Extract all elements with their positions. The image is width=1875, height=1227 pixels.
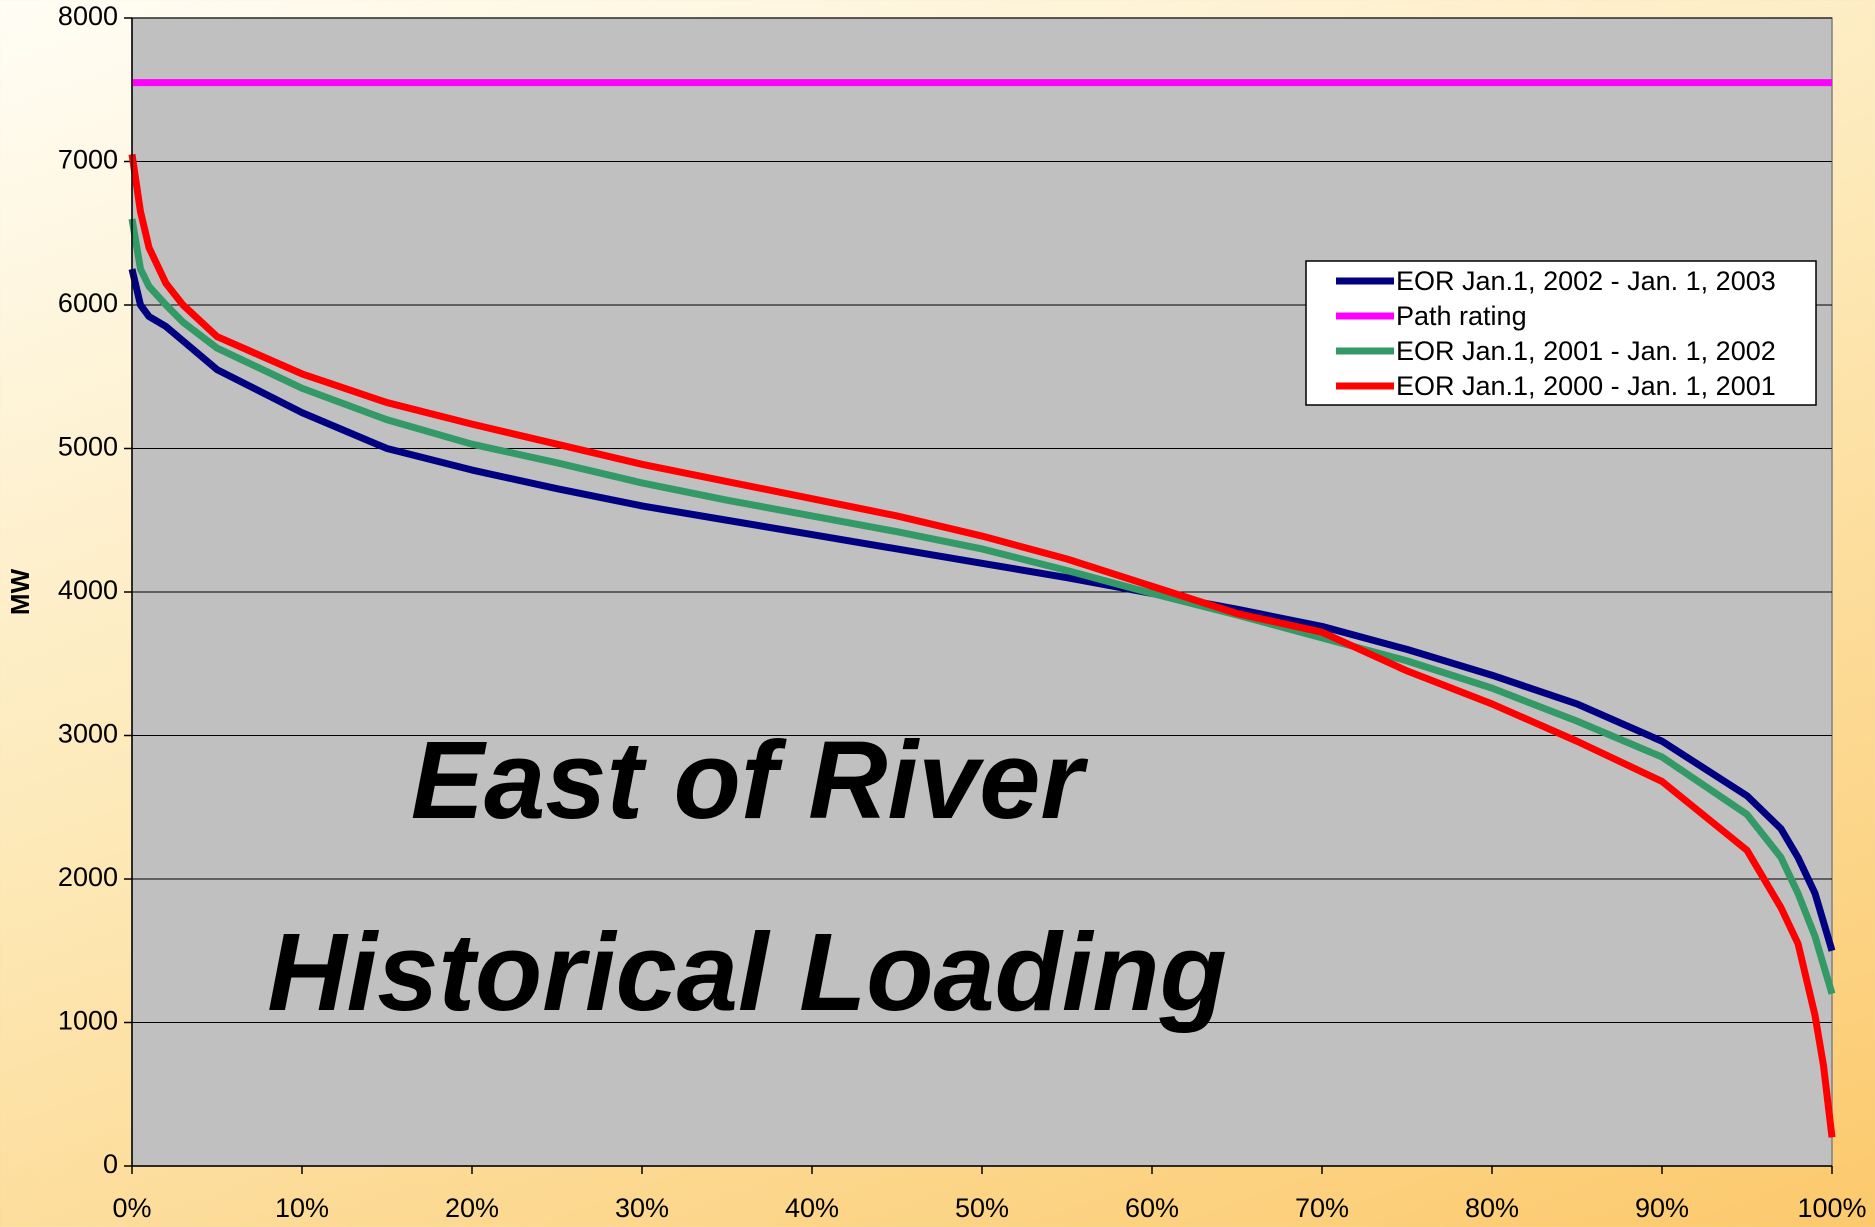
- series-line: [128, 268, 1836, 952]
- y-tick-label: 1000: [58, 1006, 118, 1036]
- y-tick-label: 8000: [58, 1, 118, 31]
- x-tick-label: 10%: [275, 1193, 329, 1223]
- x-tick-label: 30%: [615, 1193, 669, 1223]
- x-tick-label: 100%: [1797, 1193, 1866, 1223]
- x-tick-label: 50%: [955, 1193, 1009, 1223]
- y-tick-label: 5000: [58, 432, 118, 462]
- legend-label: EOR Jan.1, 2001 - Jan. 1, 2002: [1396, 336, 1776, 366]
- y-axis-label: MW: [5, 568, 35, 615]
- y-tick-label: 0: [103, 1149, 118, 1179]
- legend-label: EOR Jan.1, 2002 - Jan. 1, 2003: [1396, 266, 1776, 296]
- y-tick-label: 6000: [58, 288, 118, 318]
- annotation: Historical Loading: [267, 911, 1227, 1034]
- annotation: East of River: [411, 719, 1089, 842]
- legend: EOR Jan.1, 2002 - Jan. 1, 2003 Path ratin…: [1305, 260, 1817, 406]
- x-tick-label: 0%: [112, 1193, 151, 1223]
- legend-label: EOR Jan.1, 2000 - Jan. 1, 2001: [1396, 371, 1776, 401]
- y-tick-label: 4000: [58, 575, 118, 605]
- x-tick-label: 90%: [1635, 1193, 1689, 1223]
- series-line: [128, 218, 1836, 995]
- y-tick-label: 3000: [58, 719, 118, 749]
- x-tick-label: 70%: [1295, 1193, 1349, 1223]
- y-tick-label: 2000: [58, 862, 118, 892]
- legend-label: Path rating: [1396, 301, 1527, 331]
- y-tick-label: 7000: [58, 145, 118, 175]
- legend-box: [1305, 260, 1817, 406]
- x-tick-label: 20%: [445, 1193, 499, 1223]
- series-line: [128, 153, 1836, 1138]
- x-tick-label: 80%: [1465, 1193, 1519, 1223]
- x-tick-label: 60%: [1125, 1193, 1179, 1223]
- x-tick-label: 40%: [785, 1193, 839, 1223]
